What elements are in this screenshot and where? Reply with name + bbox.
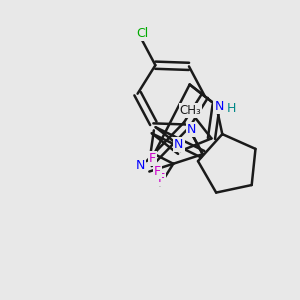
Text: N: N xyxy=(187,123,196,136)
Text: N: N xyxy=(174,138,184,151)
Text: CH₃: CH₃ xyxy=(180,104,201,117)
Text: F: F xyxy=(149,152,156,165)
Text: Cl: Cl xyxy=(136,27,148,40)
Text: F: F xyxy=(158,172,165,185)
Text: H: H xyxy=(226,102,236,115)
Text: N: N xyxy=(214,100,224,113)
Text: N: N xyxy=(136,159,146,172)
Text: F: F xyxy=(154,165,161,178)
